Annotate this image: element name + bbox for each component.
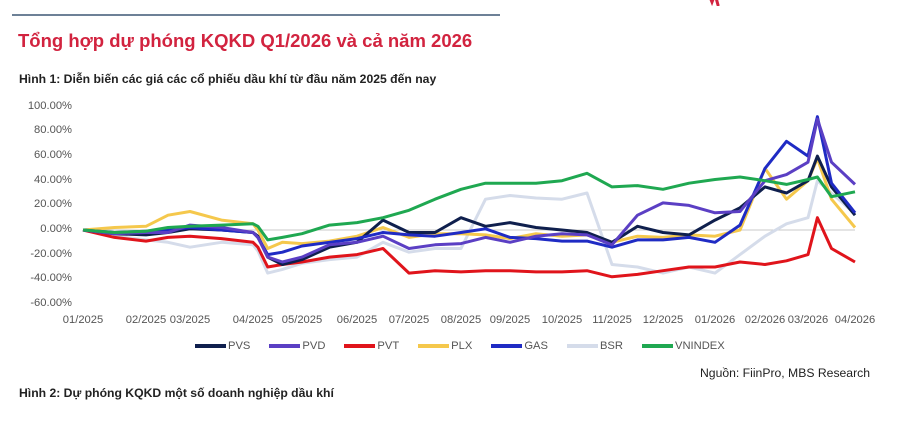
legend-label: PVT bbox=[377, 340, 400, 352]
y-tick-label: 100.00% bbox=[27, 99, 72, 112]
x-tick-label: 04/2025 bbox=[232, 314, 274, 326]
legend-item-bsr: BSR bbox=[566, 340, 623, 352]
legend-label: PLX bbox=[451, 340, 473, 352]
legend-swatch-icon bbox=[269, 344, 301, 348]
x-tick-label: 12/2025 bbox=[642, 314, 684, 326]
legend-swatch-icon bbox=[491, 344, 523, 348]
x-tick-label: 01/2026 bbox=[694, 314, 736, 326]
x-tick-label: 03/2025 bbox=[169, 314, 211, 326]
x-tick-label: 03/2026 bbox=[787, 314, 829, 326]
legend-item-pvt: PVT bbox=[344, 340, 399, 352]
legend-swatch-icon bbox=[566, 344, 598, 348]
legend-swatch-icon bbox=[641, 344, 673, 348]
legend-item-pvs: PVS bbox=[195, 340, 250, 352]
y-tick-label: 80.00% bbox=[34, 124, 72, 137]
x-tick-label: 10/2025 bbox=[541, 314, 583, 326]
legend-label: BSR bbox=[599, 340, 623, 352]
x-tick-label: 07/2025 bbox=[388, 314, 430, 326]
x-tick-label: 04/2026 bbox=[834, 314, 876, 326]
legend-swatch-icon bbox=[344, 344, 376, 348]
y-tick-label: 40.00% bbox=[34, 173, 72, 186]
legend-item-gas: GAS bbox=[491, 340, 548, 352]
legend-label: PVS bbox=[228, 340, 251, 352]
series-line-pvt bbox=[82, 216, 856, 279]
legend-item-plx: PLX bbox=[418, 340, 472, 352]
source-note: Nguồn: FiinPro, MBS Research bbox=[700, 366, 871, 380]
x-tick-label: 09/2025 bbox=[489, 314, 531, 326]
legend-item-vnindex: VNINDEX bbox=[641, 340, 725, 352]
y-tick-label: 60.00% bbox=[34, 149, 72, 162]
header-divider-right bbox=[12, 14, 494, 16]
y-tick-label: -20.00% bbox=[30, 247, 72, 260]
x-tick-label: 02/2025 bbox=[125, 314, 167, 326]
x-tick-label: 11/2025 bbox=[592, 314, 632, 326]
x-tick-label: 05/2025 bbox=[281, 314, 323, 326]
figure-2-title: Hình 2: Dự phóng KQKD một số doanh nghiệ… bbox=[19, 386, 334, 400]
legend-swatch-icon bbox=[195, 344, 226, 348]
legend-label: PVD bbox=[302, 340, 326, 352]
series-line-pvd bbox=[82, 117, 857, 264]
y-tick-label: 0.00% bbox=[40, 223, 72, 235]
legend-item-pvd: PVD bbox=[269, 340, 325, 352]
legend-label: GAS bbox=[524, 340, 548, 352]
section-title: Tổng hợp dự phóng KQKD Q1/2026 và cả năm… bbox=[18, 30, 473, 51]
y-tick-label: -60.00% bbox=[30, 296, 72, 309]
x-tick-label: 02/2026 bbox=[744, 314, 786, 326]
x-tick-label: 01/2025 bbox=[62, 314, 104, 326]
legend-swatch-icon bbox=[418, 344, 450, 348]
series-line-plx bbox=[82, 157, 857, 250]
y-tick-label: -40.00% bbox=[30, 272, 72, 285]
y-tick-label: 20.00% bbox=[34, 198, 72, 211]
chart-legend: PVS PVD PVT PLX GAS BSR VNINDEX bbox=[195, 339, 744, 353]
x-tick-label: 06/2025 bbox=[336, 314, 378, 326]
legend-label: VNINDEX bbox=[674, 340, 725, 352]
figure-1-title: Hình 1: Diễn biến các giá các cổ phiếu d… bbox=[19, 72, 437, 86]
series-line-bsr bbox=[82, 179, 856, 275]
series-line-vnindex bbox=[82, 171, 856, 242]
x-tick-label: 08/2025 bbox=[440, 314, 482, 326]
